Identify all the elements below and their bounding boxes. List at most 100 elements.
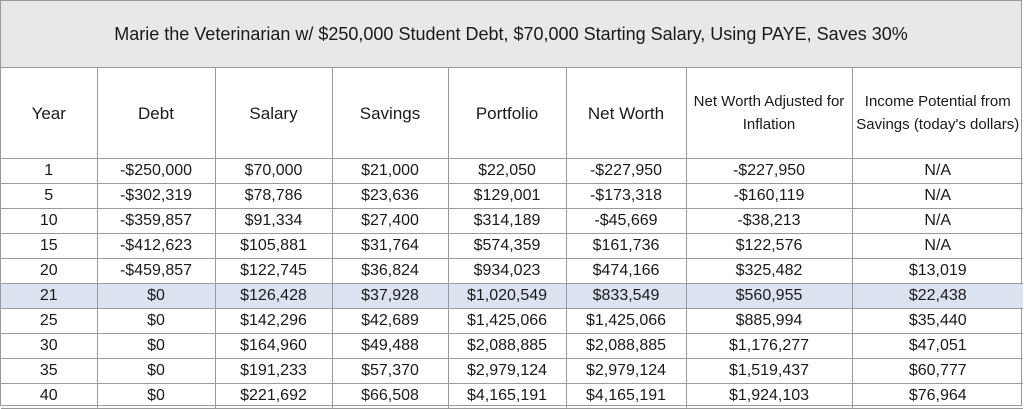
cell-savings: $21,000 bbox=[331, 158, 449, 184]
cell-income-potential: N/A bbox=[851, 158, 1023, 184]
cell-debt: $0 bbox=[96, 383, 216, 409]
cell-year: 1 bbox=[1, 158, 98, 184]
cell-debt: -$250,000 bbox=[96, 158, 216, 184]
data-table: Year Debt Salary Savings Portfolio Net W… bbox=[1, 68, 1023, 409]
table-title: Marie the Veterinarian w/ $250,000 Stude… bbox=[1, 1, 1021, 68]
cell-debt: $0 bbox=[96, 333, 216, 359]
table-row: 15 -$412,623 $105,881 $31,764 $574,359 $161,7… bbox=[1, 233, 1023, 259]
cell-net-worth: $4,165,191 bbox=[565, 383, 687, 409]
cell-portfolio: $574,359 bbox=[447, 233, 567, 259]
cell-income-potential: $35,440 bbox=[851, 308, 1023, 334]
cell-income-potential: $60,777 bbox=[851, 358, 1023, 384]
header-income-potential: Income Potential from Savings (today's d… bbox=[851, 68, 1023, 159]
header-portfolio: Portfolio bbox=[447, 68, 567, 159]
cell-debt: -$359,857 bbox=[96, 208, 216, 234]
cell-year: 30 bbox=[1, 333, 98, 359]
cell-year: 25 bbox=[1, 308, 98, 334]
cell-debt: $0 bbox=[96, 308, 216, 334]
cell-savings: $31,764 bbox=[331, 233, 449, 259]
table-body: 1 -$250,000 $70,000 $21,000 $22,050 -$227,950… bbox=[1, 158, 1023, 409]
cell-salary: $91,334 bbox=[214, 208, 333, 234]
cell-income-potential: N/A bbox=[851, 233, 1023, 259]
cell-portfolio: $934,023 bbox=[447, 258, 567, 284]
cell-net-worth: -$173,318 bbox=[565, 183, 687, 209]
cell-salary: $105,881 bbox=[214, 233, 333, 259]
table-row: 40 $0 $221,692 $66,508 $4,165,191 $4,165,191 $… bbox=[1, 383, 1023, 409]
header-row: Year Debt Salary Savings Portfolio Net W… bbox=[1, 68, 1023, 159]
cell-portfolio: $1,020,549 bbox=[447, 283, 567, 309]
cell-debt: $0 bbox=[96, 283, 216, 309]
table-row: 30 $0 $164,960 $49,488 $2,088,885 $2,088,885 $… bbox=[1, 333, 1023, 359]
cell-salary: $78,786 bbox=[214, 183, 333, 209]
cell-salary: $191,233 bbox=[214, 358, 333, 384]
cell-portfolio: $2,979,124 bbox=[447, 358, 567, 384]
cell-salary: $142,296 bbox=[214, 308, 333, 334]
cell-income-potential: $47,051 bbox=[851, 333, 1023, 359]
cell-savings: $27,400 bbox=[331, 208, 449, 234]
cell-debt: -$412,623 bbox=[96, 233, 216, 259]
cell-debt: -$302,319 bbox=[96, 183, 216, 209]
cell-net-worth-inflation: -$160,119 bbox=[685, 183, 853, 209]
header-year: Year bbox=[1, 68, 98, 159]
header-debt: Debt bbox=[96, 68, 216, 159]
table-row: 21 $0 $126,428 $37,928 $1,020,549 $833,549 $56… bbox=[1, 283, 1023, 309]
cell-portfolio: $314,189 bbox=[447, 208, 567, 234]
cell-year: 20 bbox=[1, 258, 98, 284]
cell-salary: $164,960 bbox=[214, 333, 333, 359]
table-row: 10 -$359,857 $91,334 $27,400 $314,189 -$45,66… bbox=[1, 208, 1023, 234]
cell-salary: $126,428 bbox=[214, 283, 333, 309]
cell-savings: $36,824 bbox=[331, 258, 449, 284]
cell-net-worth: $1,425,066 bbox=[565, 308, 687, 334]
cell-year: 40 bbox=[1, 383, 98, 409]
cell-net-worth: $2,979,124 bbox=[565, 358, 687, 384]
cell-portfolio: $4,165,191 bbox=[447, 383, 567, 409]
header-salary: Salary bbox=[214, 68, 333, 159]
cell-year: 5 bbox=[1, 183, 98, 209]
cell-year: 15 bbox=[1, 233, 98, 259]
cell-net-worth: -$45,669 bbox=[565, 208, 687, 234]
table-row: 25 $0 $142,296 $42,689 $1,425,066 $1,425,066 $… bbox=[1, 308, 1023, 334]
cell-savings: $57,370 bbox=[331, 358, 449, 384]
cell-income-potential: $13,019 bbox=[851, 258, 1023, 284]
table-row: 5 -$302,319 $78,786 $23,636 $129,001 -$173,31… bbox=[1, 183, 1023, 209]
cell-net-worth-inflation: $1,924,103 bbox=[685, 383, 853, 409]
cell-net-worth-inflation: -$227,950 bbox=[685, 158, 853, 184]
cell-portfolio: $22,050 bbox=[447, 158, 567, 184]
cell-net-worth-inflation: $1,176,277 bbox=[685, 333, 853, 359]
cell-net-worth-inflation: $560,955 bbox=[685, 283, 853, 309]
cell-income-potential: N/A bbox=[851, 183, 1023, 209]
cell-portfolio: $129,001 bbox=[447, 183, 567, 209]
cell-portfolio: $2,088,885 bbox=[447, 333, 567, 359]
cell-salary: $221,692 bbox=[214, 383, 333, 409]
cell-net-worth: $161,736 bbox=[565, 233, 687, 259]
cell-savings: $66,508 bbox=[331, 383, 449, 409]
cell-year: 10 bbox=[1, 208, 98, 234]
cell-income-potential: $76,964 bbox=[851, 383, 1023, 409]
cell-salary: $70,000 bbox=[214, 158, 333, 184]
cell-savings: $49,488 bbox=[331, 333, 449, 359]
header-net-worth-inflation: Net Worth Adjusted for Inflation bbox=[685, 68, 853, 159]
table-row: 20 -$459,857 $122,745 $36,824 $934,023 $474,1… bbox=[1, 258, 1023, 284]
cell-debt: $0 bbox=[96, 358, 216, 384]
cell-net-worth-inflation: $122,576 bbox=[685, 233, 853, 259]
cell-income-potential: N/A bbox=[851, 208, 1023, 234]
cell-net-worth: $833,549 bbox=[565, 283, 687, 309]
cell-year: 21 bbox=[1, 283, 98, 309]
table-row: 35 $0 $191,233 $57,370 $2,979,124 $2,979,124 $… bbox=[1, 358, 1023, 384]
cell-net-worth-inflation: $1,519,437 bbox=[685, 358, 853, 384]
table-row: 1 -$250,000 $70,000 $21,000 $22,050 -$227,950… bbox=[1, 158, 1023, 184]
cell-savings: $37,928 bbox=[331, 283, 449, 309]
cell-net-worth: $474,166 bbox=[565, 258, 687, 284]
header-net-worth: Net Worth bbox=[565, 68, 687, 159]
cell-savings: $23,636 bbox=[331, 183, 449, 209]
cell-net-worth: $2,088,885 bbox=[565, 333, 687, 359]
cell-savings: $42,689 bbox=[331, 308, 449, 334]
cell-year: 35 bbox=[1, 358, 98, 384]
cell-net-worth: -$227,950 bbox=[565, 158, 687, 184]
cell-debt: -$459,857 bbox=[96, 258, 216, 284]
cell-net-worth-inflation: -$38,213 bbox=[685, 208, 853, 234]
cell-income-potential: $22,438 bbox=[851, 283, 1023, 309]
cell-net-worth-inflation: $885,994 bbox=[685, 308, 853, 334]
header-savings: Savings bbox=[331, 68, 449, 159]
